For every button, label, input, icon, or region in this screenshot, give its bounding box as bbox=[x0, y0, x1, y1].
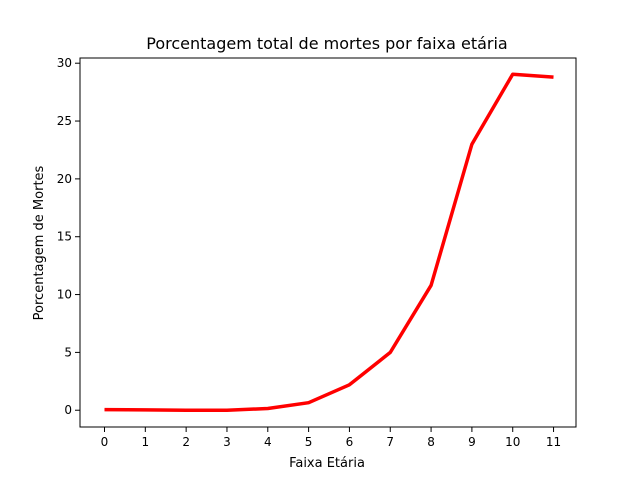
x-tick-label: 10 bbox=[505, 435, 520, 449]
x-tick-label: 6 bbox=[346, 435, 354, 449]
y-tick-label: 0 bbox=[64, 403, 72, 417]
x-tick-label: 5 bbox=[305, 435, 313, 449]
x-tick-label: 1 bbox=[141, 435, 149, 449]
y-tick-label: 25 bbox=[57, 114, 72, 128]
y-tick-label: 20 bbox=[57, 172, 72, 186]
x-tick-label: 0 bbox=[101, 435, 109, 449]
x-tick-label: 4 bbox=[264, 435, 272, 449]
plot-area bbox=[80, 58, 576, 427]
x-tick-label: 11 bbox=[546, 435, 561, 449]
y-tick-label: 30 bbox=[57, 56, 72, 70]
y-tick-label: 10 bbox=[57, 288, 72, 302]
y-tick-label: 5 bbox=[64, 345, 72, 359]
series-line bbox=[104, 72, 554, 412]
x-tick-label: 3 bbox=[223, 435, 231, 449]
x-axis-label: Faixa Etária bbox=[289, 456, 365, 471]
x-tick-label: 9 bbox=[468, 435, 476, 449]
x-tick-label: 8 bbox=[427, 435, 435, 449]
x-tick-label: 2 bbox=[182, 435, 190, 449]
x-tick-label: 7 bbox=[386, 435, 394, 449]
plot-frame bbox=[79, 57, 577, 428]
chart-title: Porcentagem total de mortes por faixa et… bbox=[146, 34, 507, 53]
y-axis-label: Porcentagem de Mortes bbox=[32, 165, 47, 320]
y-tick-label: 15 bbox=[57, 230, 72, 244]
